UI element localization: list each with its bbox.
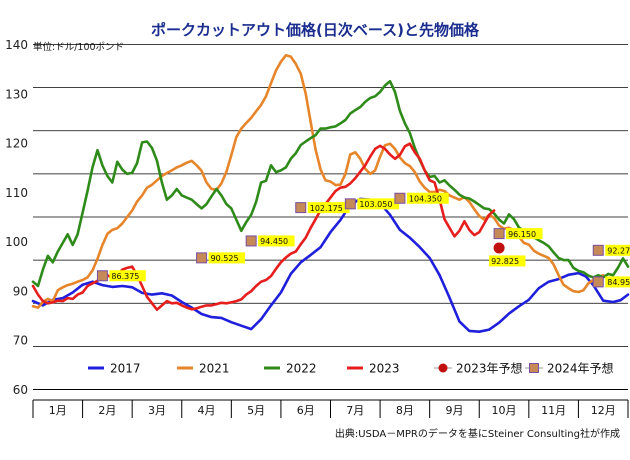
legend-label: 2022 (286, 362, 317, 376)
forecast-2024-label-box (357, 198, 400, 210)
month-label: 9月 (445, 404, 463, 417)
forecast-2024-marker (96, 270, 108, 282)
month-label: 4月 (198, 404, 216, 417)
legend-label: 2024年予想 (547, 361, 614, 376)
series-line-2017 (31, 197, 630, 333)
forecast-2024-marker (592, 244, 604, 256)
legend-label: 2021 (199, 362, 230, 376)
y-tick-label: 110 (5, 186, 28, 200)
legend-label: 2023年予想 (456, 361, 523, 376)
y-tick-label: 130 (5, 87, 28, 101)
legend-label: 2017 (110, 362, 141, 376)
chart-title: ポークカットアウト価格(日次ベース)と先物価格 (151, 21, 480, 39)
forecast-2024-label: 104.350 (409, 195, 442, 204)
forecast-2024-label: 96.150 (508, 230, 536, 239)
month-label: 7月 (346, 404, 364, 417)
forecast-2024-label-box (605, 276, 630, 288)
y-tick-label: 120 (5, 137, 28, 151)
y-tick-label: 70 (13, 334, 28, 348)
legend-swatch-2023年予想 (438, 363, 448, 373)
forecast-2023-label: 92.825 (491, 257, 519, 266)
forecast-2024-label: 90.525 (211, 254, 239, 263)
month-label: 3月 (148, 404, 166, 417)
forecast-2024-marker (394, 192, 406, 204)
forecast-2024-label: 92.275 (607, 247, 630, 256)
forecast-2024-marker (344, 198, 356, 210)
month-label: 2月 (98, 404, 116, 417)
forecast-2024-label-box (258, 235, 295, 247)
legend-swatch-2024年予想 (529, 363, 539, 373)
forecast-2024-marker (592, 276, 604, 288)
month-label: 6月 (297, 404, 315, 417)
legend: 2017 2021 2022 2023 2023年予想 2024年予想 (88, 361, 614, 376)
y-tick-label: 100 (5, 235, 28, 249)
month-label: 12月 (591, 404, 616, 417)
forecast-2023-marker (493, 242, 505, 254)
month-label: 1月 (49, 404, 67, 417)
forecast-2024-label-box (406, 192, 449, 204)
forecast-2024-label: 84.950 (607, 278, 630, 287)
y-tick-label: 60 (13, 383, 28, 397)
month-axis: 1月 2月 3月 4月 5月 6月 7月 8月 9月 10月 11月 12月 (32, 399, 629, 418)
month-label: 5月 (247, 404, 265, 417)
y-tick-label: 90 (13, 284, 28, 298)
forecast-2024-label: 102.175 (310, 204, 343, 213)
forecast-2024-marker (245, 235, 257, 247)
forecast-2024-label-box (109, 270, 146, 282)
forecast-2024-label: 94.450 (260, 237, 288, 246)
forecast-2024-label-box (208, 252, 245, 264)
series-line-2021 (31, 54, 605, 309)
forecast-2024-marker (493, 228, 505, 240)
series-line-2022 (31, 79, 630, 288)
forecast-2024-label: 103.050 (359, 200, 392, 209)
forecast-2024-label-box (506, 228, 543, 240)
source-note: 出典:USDA－MPRのデータを基にSteiner Consulting社が作成 (335, 427, 620, 440)
forecast-2024-marker (295, 202, 307, 214)
month-label: 11月 (541, 404, 566, 417)
unit-label: 単位:ドル/100ポンド (33, 41, 124, 53)
forecast-2023-label-box (489, 255, 526, 267)
y-tick-label: 140 (5, 38, 28, 52)
month-label: 10月 (492, 404, 517, 417)
forecast-2024-label-box (307, 202, 350, 214)
forecast-2024-label: 86.375 (111, 272, 139, 281)
legend-label: 2023 (369, 362, 400, 376)
forecast-2024-label-box (605, 244, 630, 256)
plot-area: 60 70 90 100 110 120 130 140 86.375 90.525 94.450 1… (5, 38, 630, 397)
forecast-2024-marker (196, 252, 208, 264)
month-label: 8月 (396, 404, 414, 417)
